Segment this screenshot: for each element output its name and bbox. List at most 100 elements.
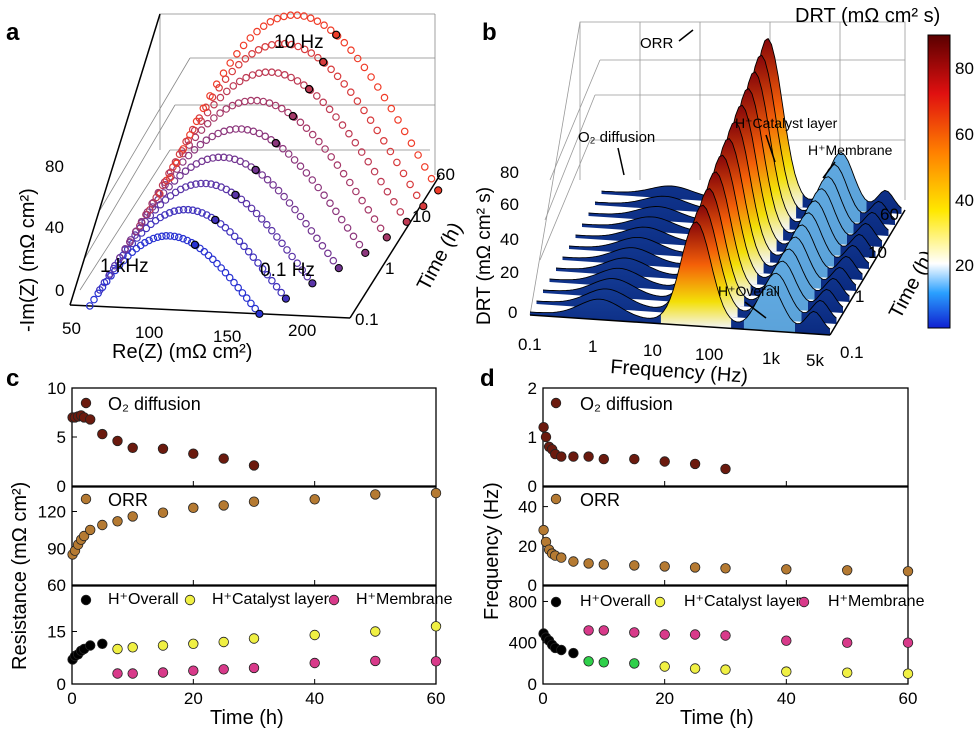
drt-orr-peak-fill [660, 221, 732, 329]
data-point [720, 664, 731, 675]
y-tick-label: 400 [509, 634, 537, 653]
data-point [781, 564, 792, 575]
nyquist-point [320, 191, 328, 200]
data-point [902, 566, 914, 577]
panel-a-spectra [86, 11, 443, 318]
nyquist-point [219, 69, 228, 78]
panel-a-time-ticks: 0.1 1 10 60 [355, 165, 455, 329]
data-point [188, 502, 199, 514]
nyquist-point [324, 249, 332, 258]
b-ttick: 60 [880, 205, 899, 224]
a-ttick: 1 [385, 259, 394, 278]
d-ylabel: Frequency (Hz) [481, 482, 503, 620]
nyquist-point [247, 204, 256, 213]
b-xtick: 1k [762, 349, 780, 368]
data-point [720, 563, 731, 574]
b-xtick: 100 [695, 345, 723, 364]
nyquist-point [258, 171, 267, 179]
panel-b-x-ticks: 0.1 1 10 100 1k 5k [518, 335, 824, 370]
data-point [97, 519, 108, 531]
nyquist-point [296, 212, 305, 221]
nyquist-end-point [402, 217, 411, 226]
nyquist-point [274, 69, 283, 77]
data-point [370, 489, 381, 500]
colorbar: DRT (mΩ cm² s) 20 40 60 80 [795, 5, 974, 329]
nyquist-point [247, 299, 255, 308]
nyquist-point [358, 196, 366, 205]
nyquist-point [293, 11, 302, 20]
b-annot-o2: O₂ diffusion [578, 129, 655, 146]
nyquist-point [100, 278, 109, 287]
nyquist-point [263, 175, 272, 184]
y-tick-label: 0 [528, 576, 537, 595]
data-point [248, 662, 260, 674]
data-point [781, 635, 792, 646]
data-point [127, 442, 138, 454]
x-tick-label: 60 [427, 689, 446, 708]
nyquist-point [288, 252, 296, 261]
nyquist-point [332, 207, 340, 216]
nyquist-point [420, 163, 429, 171]
data-point [598, 559, 610, 570]
x-tick-label: 0 [67, 689, 76, 708]
nyquist-point [321, 145, 329, 153]
nyquist-point [261, 132, 270, 141]
nyquist-point [204, 251, 213, 260]
nyquist-point [126, 238, 134, 246]
a-ztick: 80 [45, 157, 64, 176]
nyquist-point [308, 176, 317, 184]
nyquist-point [225, 154, 234, 162]
panel-b-time-ticks: 0.1 1 10 60 [840, 205, 899, 362]
nyquist-point [230, 232, 239, 241]
cbar-tick: 80 [955, 59, 974, 78]
c-legend-overall: H⁺Overall [108, 591, 179, 608]
data-point [188, 448, 199, 459]
data-point [538, 422, 549, 433]
data-point [248, 460, 260, 471]
nyquist-point [192, 180, 200, 188]
nyquist-point [285, 199, 294, 207]
nyquist-point [314, 53, 322, 62]
b-ztick: 80 [500, 163, 519, 182]
data-point [902, 668, 914, 679]
nyquist-point [240, 242, 248, 251]
nyquist-end-point [434, 186, 443, 195]
x-tick-label: 20 [184, 689, 203, 708]
nyquist-point [199, 104, 208, 113]
data-point [629, 560, 640, 571]
nyquist-10hz-point [332, 30, 341, 39]
nyquist-point [148, 199, 156, 208]
nyquist-point [373, 83, 382, 91]
c-legend: O₂ diffusion ORR H⁺Overall H⁺Catalyst la… [108, 394, 453, 608]
nyquist-point [249, 253, 258, 262]
nyquist-point [149, 234, 158, 243]
nyquist-point [234, 283, 243, 292]
nyquist-point [259, 97, 268, 106]
nyquist-point [197, 126, 206, 134]
legend-marker [550, 596, 562, 608]
nyquist-point [355, 240, 364, 249]
a-xtick: 50 [62, 319, 81, 338]
nyquist-point [207, 180, 215, 188]
nyquist-point [267, 226, 276, 235]
a-zlabel: -Im(Z) (mΩ cm²) [17, 188, 39, 332]
nyquist-point [161, 196, 170, 204]
d-legend-cat: H⁺Catalyst layer [684, 593, 802, 610]
a-time-label: Time (h) [413, 219, 467, 294]
nyquist-point [400, 127, 409, 136]
nyquist-point [271, 101, 280, 110]
x-tick-label: 20 [655, 689, 674, 708]
nyquist-point [319, 98, 328, 107]
nyquist-point [221, 268, 230, 277]
nyquist-point [349, 232, 358, 241]
c-legend-cat: H⁺Catalyst layer [212, 591, 330, 608]
nyquist-point [96, 286, 104, 294]
nyquist-point [165, 169, 173, 178]
b-xlabel: Frequency (Hz) [610, 356, 749, 388]
nyquist-point [364, 157, 373, 166]
nyquist-end-point [334, 264, 343, 273]
nyquist-point [235, 60, 243, 69]
nyquist-point [268, 276, 276, 285]
nyquist-point [360, 106, 368, 115]
